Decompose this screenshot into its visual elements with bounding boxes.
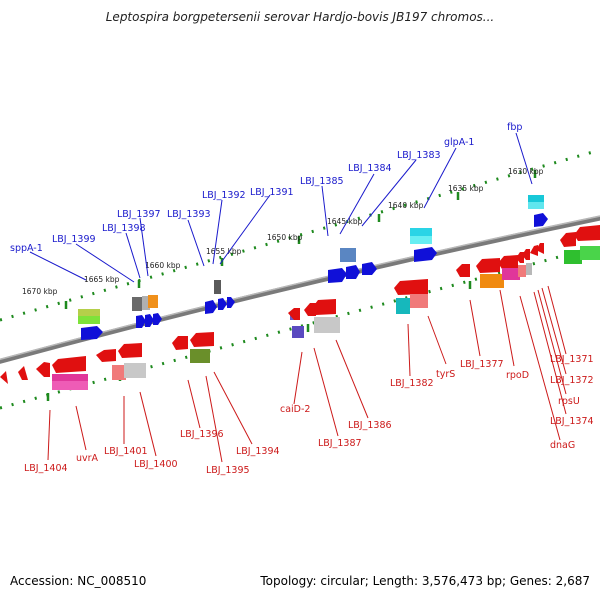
gene-label-LBJ_1398[interactable]: LBJ_1398 — [102, 223, 146, 234]
gene-label-rpsU[interactable]: rpsU — [558, 396, 580, 407]
gene-label-LBJ_1399[interactable]: LBJ_1399 — [52, 234, 96, 245]
gene-label-LBJ_1386[interactable]: LBJ_1386 — [348, 420, 392, 431]
gene-label-LBJ_1377[interactable]: LBJ_1377 — [460, 359, 504, 370]
genome-summary-text: Topology: circular; Length: 3,576,473 bp… — [260, 574, 590, 588]
gene-label-LBJ_1387[interactable]: LBJ_1387 — [318, 438, 362, 449]
gene-label-LBJ_1395[interactable]: LBJ_1395 — [206, 465, 250, 476]
reverse-feature-track — [0, 225, 600, 390]
gene-label-uvrA[interactable]: uvrA — [76, 453, 99, 464]
gene-label-LBJ_1400[interactable]: LBJ_1400 — [134, 459, 178, 470]
gene-label-rpoD[interactable]: rpoD — [506, 370, 529, 381]
tick-label: 1645 kbp — [327, 217, 363, 226]
forward-feature-track — [78, 195, 548, 340]
gene-label-LBJ_1383[interactable]: LBJ_1383 — [397, 150, 441, 161]
gene-label-LBJ_1404[interactable]: LBJ_1404 — [24, 463, 68, 474]
genome-backbone — [0, 215, 600, 364]
gene-label-sppA-1[interactable]: sppA-1 — [10, 243, 43, 254]
tick-label: 1670 kbp — [22, 287, 58, 296]
tick-label: 1655 kbp — [206, 247, 242, 256]
gene-label-fbp[interactable]: fbp — [507, 122, 522, 133]
tick-label: 1630 kbp — [508, 167, 544, 176]
gene-label-LBJ_1393[interactable]: LBJ_1393 — [167, 209, 211, 220]
gene-label-LBJ_1397[interactable]: LBJ_1397 — [117, 209, 161, 220]
gene-label-LBJ_1374[interactable]: LBJ_1374 — [550, 416, 594, 427]
tick-label: 1635 kbp — [448, 184, 484, 193]
tick-label: 1660 kbp — [145, 261, 181, 270]
gene-label-LBJ_1384[interactable]: LBJ_1384 — [348, 163, 392, 174]
gene-label-LBJ_1401[interactable]: LBJ_1401 — [104, 446, 148, 457]
gene-label-glpA-1[interactable]: glpA-1 — [444, 137, 474, 148]
gene-label-LBJ_1382[interactable]: LBJ_1382 — [390, 378, 434, 389]
gene-label-LBJ_1396[interactable]: LBJ_1396 — [180, 429, 224, 440]
gene-label-LBJ_1371[interactable]: LBJ_1371 — [550, 354, 594, 365]
gene-label-LBJ_1385[interactable]: LBJ_1385 — [300, 176, 344, 187]
gene-label-tyrS[interactable]: tyrS — [436, 369, 455, 380]
gene-label-LBJ_1392[interactable]: LBJ_1392 — [202, 190, 246, 201]
tick-label: 1650 kbp — [267, 233, 303, 242]
gene-label-dnaG[interactable]: dnaG — [550, 440, 575, 451]
gene-label-LBJ_1394[interactable]: LBJ_1394 — [236, 446, 280, 457]
gene-label-LBJ_1372[interactable]: LBJ_1372 — [550, 375, 594, 386]
tick-label: 1665 kbp — [84, 275, 120, 284]
gene-label-LBJ_1391[interactable]: LBJ_1391 — [250, 187, 294, 198]
gene-label-caiD-2[interactable]: caiD-2 — [280, 404, 310, 415]
accession-text: Accession: NC_008510 — [10, 574, 147, 588]
tick-label: 1640 kbp — [388, 201, 424, 210]
map-title: Leptospira borgpetersenii serovar Hardjo… — [105, 10, 495, 24]
